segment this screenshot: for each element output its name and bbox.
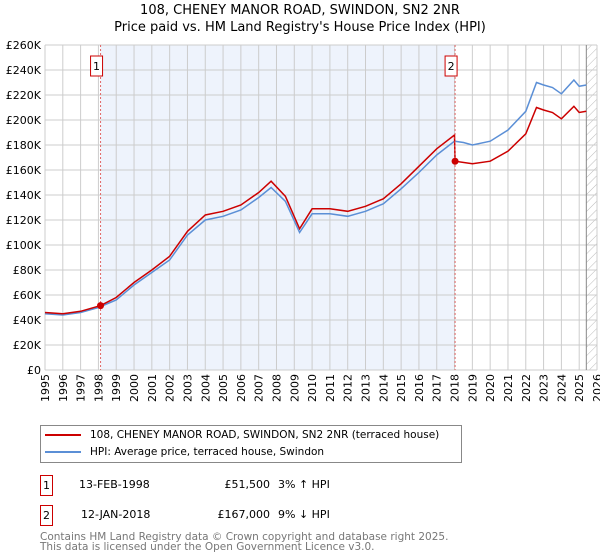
x-tick-label: 2022 <box>520 374 533 402</box>
x-tick-label: 2016 <box>413 374 426 402</box>
x-tick-label: 2008 <box>270 374 283 402</box>
x-tick-label: 2021 <box>502 374 515 402</box>
x-tick-label: 2026 <box>591 374 600 402</box>
sale-marker-badge <box>444 55 458 77</box>
y-tick-label: £40K <box>13 314 42 327</box>
y-tick-label: £60K <box>13 289 42 302</box>
transaction-price: £167,000 <box>217 508 271 521</box>
transaction-badge: 1 <box>40 475 53 496</box>
transaction-date: 13-FEB-1998 <box>79 478 150 491</box>
y-tick-label: £260K <box>6 39 42 52</box>
sale-marker-label: 2 <box>448 60 455 73</box>
x-tick-label: 2000 <box>128 374 141 402</box>
sale-point <box>451 157 459 165</box>
x-tick-label: 2009 <box>288 374 301 402</box>
y-tick-label: £100K <box>6 239 42 252</box>
x-tick-label: 2015 <box>395 374 408 402</box>
x-tick-label: 1999 <box>110 374 123 402</box>
x-tick-label: 1996 <box>57 374 70 402</box>
y-tick-label: £120K <box>6 214 42 227</box>
y-tick-label: £140K <box>6 189 42 202</box>
legend-label: 108, CHENEY MANOR ROAD, SWINDON, SN2 2NR… <box>90 429 440 441</box>
y-tick-label: £220K <box>6 89 42 102</box>
transaction-badge: 2 <box>40 505 53 526</box>
x-tick-label: 2011 <box>324 374 337 402</box>
x-tick-label: 2007 <box>253 374 266 402</box>
x-tick-label: 1998 <box>92 374 105 402</box>
y-tick-label: £80K <box>13 264 42 277</box>
x-tick-label: 2012 <box>342 374 355 402</box>
legend-item-hpi: HPI: Average price, terraced house, Swin… <box>45 446 324 458</box>
x-tick-label: 2004 <box>199 374 212 402</box>
y-tick-label: £240K <box>6 64 42 77</box>
legend: 108, CHENEY MANOR ROAD, SWINDON, SN2 2NR… <box>40 425 462 463</box>
x-tick-label: 2013 <box>360 374 373 402</box>
footer-copyright: Contains HM Land Registry data © Crown c… <box>40 531 449 543</box>
hatched-forecast-region <box>586 45 597 370</box>
x-tick-label: 2005 <box>217 374 230 402</box>
price-chart: 1995 1996 1997 1998 1999 2000 2001 2002 2003 2004… <box>6 39 600 402</box>
x-tick-label: 2002 <box>164 374 177 402</box>
x-tick-label: 2006 <box>235 374 248 402</box>
x-tick-label: 2024 <box>555 374 568 402</box>
x-tick-label: 2001 <box>146 374 159 402</box>
sale-point <box>97 302 105 310</box>
y-tick-label: £160K <box>6 164 42 177</box>
x-tick-label: 1997 <box>75 374 88 402</box>
x-tick-label: 2019 <box>466 374 479 402</box>
transaction-hpi: 9% ↓ HPI <box>278 508 330 521</box>
y-tick-label: £0 <box>27 364 41 377</box>
transaction-hpi: 3% ↑ HPI <box>278 478 330 491</box>
footer-licence: This data is licensed under the Open Gov… <box>40 541 375 553</box>
chart-subtitle: Price paid vs. HM Land Registry's House … <box>114 20 486 35</box>
y-tick-label: £180K <box>6 139 42 152</box>
legend-item-property: 108, CHENEY MANOR ROAD, SWINDON, SN2 2NR… <box>45 429 439 441</box>
hpi-line <box>44 78 587 316</box>
x-tick-label: 2010 <box>306 374 319 402</box>
sale-marker-label: 1 <box>93 60 100 73</box>
x-tick-label: 2003 <box>181 374 194 402</box>
chart-title: 108, CHENEY MANOR ROAD, SWINDON, SN2 2NR <box>140 3 460 18</box>
y-tick-label: £200K <box>6 114 42 127</box>
transaction-row: 1 13-FEB-1998 £51,500 3% ↑ HPI <box>40 475 460 496</box>
x-tick-label: 2018 <box>449 374 462 402</box>
shaded-ownership-region <box>100 45 456 370</box>
sale-marker-badge <box>90 55 104 77</box>
property-price-line <box>44 105 587 315</box>
transaction-date: 12-JAN-2018 <box>81 508 151 521</box>
x-tick-label: 2023 <box>538 374 551 402</box>
x-tick-label: 1995 <box>39 374 52 402</box>
transaction-price: £51,500 <box>224 478 271 491</box>
y-tick-label: £20K <box>13 339 42 352</box>
x-tick-label: 2014 <box>377 374 390 402</box>
legend-label: HPI: Average price, terraced house, Swin… <box>90 446 325 458</box>
x-tick-label: 2020 <box>484 374 497 402</box>
x-tick-label: 2025 <box>573 374 586 402</box>
transaction-row: 2 12-JAN-2018 £167,000 9% ↓ HPI <box>40 505 460 526</box>
x-tick-label: 2017 <box>431 374 444 402</box>
